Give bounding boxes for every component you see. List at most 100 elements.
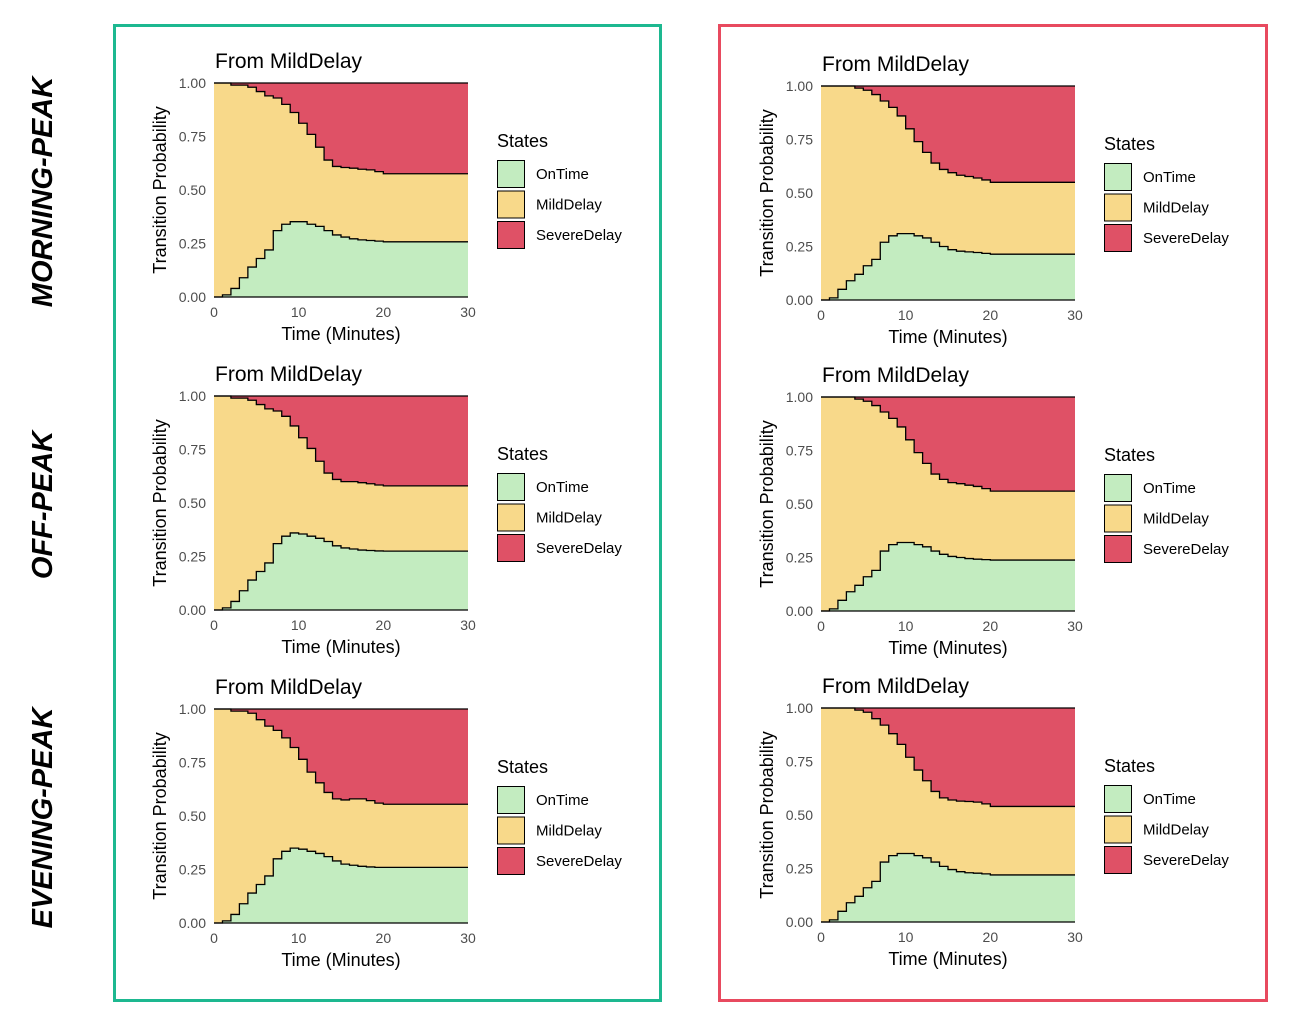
y-tick-label: 0.75 (179, 129, 206, 145)
y-tick-label: 0.75 (786, 754, 813, 770)
legend-key-severedelay (1104, 224, 1132, 252)
row-label-morning: MORNING-PEAK (27, 75, 59, 307)
legend-label-ontime: OnTime (1143, 791, 1196, 808)
y-tick-label: 0.25 (179, 236, 206, 252)
legend-label-milddelay: MildDelay (536, 197, 602, 214)
legend-label-severedelay: SevereDelay (1143, 230, 1229, 247)
legend-key-ontime (1104, 785, 1132, 813)
y-axis-label: Transition Probability (150, 732, 170, 899)
legend-label-milddelay: MildDelay (1143, 511, 1209, 528)
legend-title: States (497, 757, 548, 777)
x-tick-label: 10 (898, 307, 914, 323)
area-severedelay (214, 396, 468, 486)
area-ontime (821, 853, 1075, 922)
y-tick-label: 0.00 (786, 914, 813, 930)
x-tick-label: 0 (210, 930, 218, 946)
legend-key-severedelay (1104, 535, 1132, 563)
x-tick-label: 20 (376, 304, 392, 320)
area-ontime (821, 233, 1075, 300)
right-group-frame (718, 24, 1268, 1002)
legend-label-ontime: OnTime (1143, 480, 1196, 497)
y-tick-label: 0.25 (179, 549, 206, 565)
y-axis-label: Transition Probability (757, 109, 777, 276)
x-tick-label: 20 (983, 307, 999, 323)
boundary-line-milddelay (821, 707, 1075, 808)
x-tick-label: 20 (983, 929, 999, 945)
legend-key-milddelay (497, 816, 525, 845)
x-tick-label: 30 (1067, 618, 1083, 634)
x-tick-label: 10 (291, 930, 307, 946)
panel-title: From MildDelay (822, 53, 970, 76)
x-tick-label: 30 (460, 304, 476, 320)
y-axis-label: Transition Probability (757, 731, 777, 898)
y-tick-label: 0.25 (179, 862, 206, 878)
x-axis-label: Time (Minutes) (888, 327, 1007, 347)
x-tick-label: 0 (817, 929, 825, 945)
area-ontime (214, 532, 468, 610)
left-group-frame (113, 24, 662, 1002)
y-tick-label: 0.75 (786, 132, 813, 148)
y-tick-label: 1.00 (179, 701, 206, 717)
x-tick-label: 20 (983, 618, 999, 634)
legend-label-milddelay: MildDelay (536, 823, 602, 840)
legend-key-ontime (1104, 474, 1132, 502)
x-tick-label: 0 (817, 307, 825, 323)
boundary-line-ontime (214, 221, 468, 298)
area-severedelay (214, 709, 468, 805)
y-tick-label: 0.50 (179, 808, 206, 824)
legend-key-severedelay (497, 847, 525, 875)
x-tick-label: 20 (376, 617, 392, 633)
x-axis-label: Time (Minutes) (281, 637, 400, 657)
panel-title: From MildDelay (215, 50, 363, 73)
y-tick-label: 0.50 (786, 807, 813, 823)
y-tick-label: 0.75 (786, 443, 813, 459)
y-tick-label: 0.00 (179, 602, 206, 618)
legend-key-severedelay (1104, 846, 1132, 874)
area-milddelay (821, 397, 1075, 611)
legend-label-severedelay: SevereDelay (536, 227, 622, 244)
y-tick-label: 0.75 (179, 442, 206, 458)
y-tick-label: 0.00 (179, 915, 206, 931)
y-axis-label: Transition Probability (150, 419, 170, 586)
area-milddelay (821, 86, 1075, 300)
panel-left-off-peak: From MildDelay 0.00 0.25 0.50 0.75 1.00 0 10 20 3… (150, 363, 622, 657)
panel-title: From MildDelay (215, 363, 363, 386)
y-tick-label: 0.00 (786, 603, 813, 619)
boundary-line-ontime (821, 541, 1075, 612)
panel-left-morning-peak: From MildDelay 0.00 0.25 0.50 0.75 1.00 0 10 20 3… (150, 50, 622, 344)
boundary-line-milddelay (214, 708, 468, 805)
area-milddelay (214, 396, 468, 610)
y-tick-label: 1.00 (786, 700, 813, 716)
legend-title: States (497, 444, 548, 464)
x-tick-label: 30 (1067, 307, 1083, 323)
legend-label-ontime: OnTime (536, 479, 589, 496)
boundary-line-milddelay (214, 82, 468, 175)
legend-label-severedelay: SevereDelay (1143, 541, 1229, 558)
x-tick-label: 30 (460, 930, 476, 946)
area-severedelay (821, 86, 1075, 183)
y-tick-label: 0.50 (179, 182, 206, 198)
x-tick-label: 30 (460, 617, 476, 633)
area-milddelay (214, 83, 468, 297)
legend-title: States (1104, 756, 1155, 776)
legend-label-ontime: OnTime (1143, 169, 1196, 186)
x-tick-label: 20 (376, 930, 392, 946)
area-ontime (821, 542, 1075, 611)
x-axis-label: Time (Minutes) (888, 638, 1007, 658)
x-tick-label: 10 (291, 617, 307, 633)
row-label-offpeak: OFF-PEAK (27, 429, 59, 579)
y-tick-label: 0.75 (179, 755, 206, 771)
x-tick-label: 10 (898, 929, 914, 945)
legend-key-ontime (497, 160, 525, 188)
legend-key-milddelay (497, 503, 525, 532)
x-axis-label: Time (Minutes) (281, 324, 400, 344)
x-tick-label: 0 (817, 618, 825, 634)
panel-title: From MildDelay (822, 364, 970, 387)
x-tick-label: 0 (210, 304, 218, 320)
x-tick-label: 30 (1067, 929, 1083, 945)
row-label-evening: EVENING-PEAK (27, 706, 59, 929)
area-severedelay (214, 83, 468, 174)
area-ontime (214, 848, 468, 923)
area-ontime (214, 221, 468, 297)
y-tick-label: 1.00 (179, 75, 206, 91)
